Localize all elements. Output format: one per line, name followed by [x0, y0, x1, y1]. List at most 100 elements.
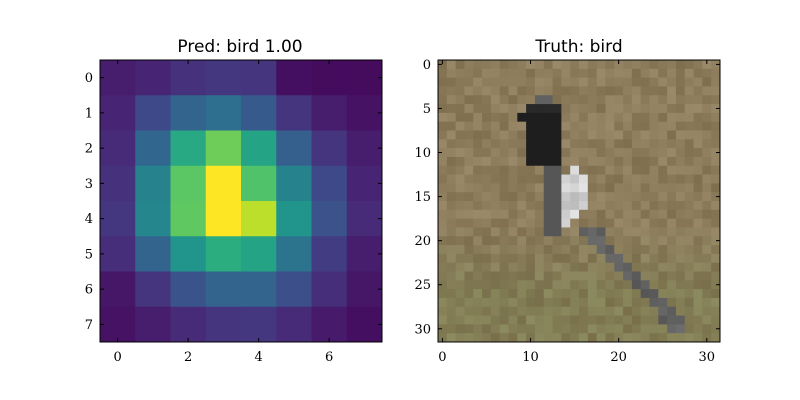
- image-pixel: [702, 253, 712, 264]
- image-pixel: [649, 227, 659, 237]
- image-pixel: [640, 130, 650, 140]
- image-pixel: [614, 68, 624, 79]
- image-pixel: [464, 209, 474, 220]
- image-pixel: [693, 315, 703, 325]
- image-pixel: [570, 253, 580, 264]
- image-pixel: [623, 104, 633, 114]
- image-pixel: [473, 95, 483, 105]
- image-pixel: [658, 297, 668, 308]
- image-pixel: [561, 201, 571, 211]
- image-pixel: [517, 271, 527, 281]
- image-pixel: [438, 236, 448, 246]
- image-pixel: [508, 156, 518, 167]
- image-pixel: [446, 201, 457, 211]
- image-pixel: [543, 218, 553, 228]
- image-pixel: [579, 289, 589, 299]
- image-pixel: [455, 306, 465, 316]
- image-pixel: [658, 139, 668, 149]
- image-pixel: [534, 68, 545, 79]
- image-pixel: [570, 297, 580, 308]
- image-pixel: [579, 333, 589, 343]
- image-pixel: [667, 104, 677, 114]
- image-pixel: [684, 315, 694, 325]
- image-pixel: [499, 60, 509, 70]
- image-pixel: [543, 245, 553, 255]
- image-pixel: [464, 68, 474, 79]
- image-pixel: [614, 297, 624, 308]
- image-pixel: [658, 201, 668, 211]
- image-pixel: [667, 77, 677, 87]
- image-pixel: [455, 201, 465, 211]
- image-pixel: [675, 112, 686, 123]
- image-pixel: [552, 333, 562, 343]
- image-pixel: [623, 86, 633, 96]
- image-pixel: [438, 112, 448, 123]
- image-pixel: [640, 121, 650, 131]
- image-pixel: [702, 192, 712, 202]
- image-pixel: [534, 324, 545, 334]
- image-pixel: [517, 77, 527, 87]
- image-pixel: [614, 324, 624, 334]
- image-pixel: [464, 148, 474, 158]
- image-pixel: [684, 104, 694, 114]
- image-pixel: [579, 112, 589, 123]
- image-pixel: [658, 95, 668, 105]
- image-pixel: [596, 271, 606, 281]
- image-pixel: [702, 156, 712, 167]
- heatmap-cell: [346, 130, 383, 167]
- image-pixel: [702, 95, 712, 105]
- image-pixel: [526, 306, 536, 316]
- image-pixel: [473, 148, 483, 158]
- image-pixel: [526, 236, 536, 246]
- image-pixel: [649, 271, 659, 281]
- image-pixel: [438, 68, 448, 79]
- image-pixel: [596, 289, 606, 299]
- image-pixel: [596, 333, 606, 343]
- image-pixel: [623, 192, 633, 202]
- image-pixel: [561, 209, 571, 220]
- image-pixel: [658, 324, 668, 334]
- image-pixel: [490, 289, 501, 299]
- image-pixel: [534, 165, 545, 175]
- image-pixel: [640, 262, 650, 272]
- image-pixel: [552, 218, 562, 228]
- image-pixel: [490, 236, 501, 246]
- image-pixel: [631, 289, 642, 299]
- image-pixel: [508, 236, 518, 246]
- image-pixel: [561, 183, 571, 193]
- image-pixel: [658, 218, 668, 228]
- image-pixel: [702, 289, 712, 299]
- image-pixel: [667, 315, 677, 325]
- image-pixel: [543, 68, 553, 79]
- heatmap-y-tick-label: 1: [85, 106, 93, 121]
- image-pixel: [455, 280, 465, 290]
- image-pixel: [499, 68, 509, 79]
- image-pixel: [543, 253, 553, 264]
- heatmap-cell: [346, 95, 383, 131]
- image-pixel: [517, 104, 527, 114]
- image-pixel: [587, 280, 598, 290]
- image-pixel: [649, 209, 659, 220]
- image-pixel: [543, 271, 553, 281]
- image-pixel: [464, 156, 474, 167]
- image-pixel: [605, 68, 615, 79]
- image-pixel: [490, 68, 501, 79]
- image-pixel: [561, 315, 571, 325]
- image-pixel: [552, 236, 562, 246]
- image-pixel: [596, 192, 606, 202]
- image-pixel: [499, 148, 509, 158]
- image-pixel: [640, 183, 650, 193]
- image-pixel: [684, 297, 694, 308]
- image-pixel: [561, 86, 571, 96]
- image-pixel: [693, 104, 703, 114]
- image-pixel: [455, 289, 465, 299]
- image-pixel: [561, 148, 571, 158]
- image-pixel: [464, 262, 474, 272]
- image-pixel: [517, 297, 527, 308]
- image-pixel: [455, 324, 465, 334]
- image-pixel: [490, 104, 501, 114]
- image-pixel: [561, 130, 571, 140]
- image-pixel: [693, 306, 703, 316]
- image-pixel: [517, 245, 527, 255]
- image-pixel: [499, 315, 509, 325]
